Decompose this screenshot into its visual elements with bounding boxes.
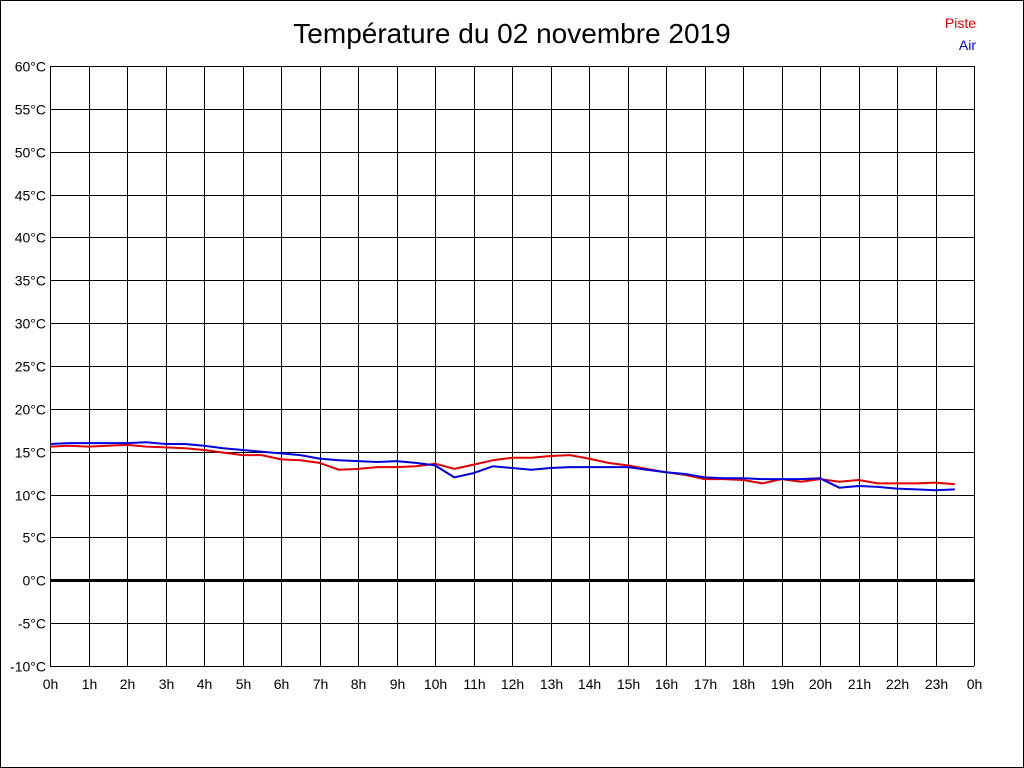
- x-tick-label: 19h: [771, 676, 794, 692]
- y-tick-label: 0°C: [23, 573, 47, 589]
- y-tick-label: 30°C: [15, 316, 46, 332]
- legend-entry-air: Air: [958, 37, 976, 53]
- x-tick-label: 0h: [43, 676, 59, 692]
- y-tick-label: 45°C: [15, 188, 46, 204]
- grid: [50, 66, 975, 667]
- x-tick-label: 13h: [540, 676, 563, 692]
- y-tick-label: 20°C: [15, 402, 46, 418]
- x-tick-label: 20h: [809, 676, 832, 692]
- y-tick-label: 25°C: [15, 359, 46, 375]
- x-tick-label: 16h: [655, 676, 678, 692]
- x-tick-label: 9h: [390, 676, 406, 692]
- x-tick-label: 21h: [848, 676, 871, 692]
- x-tick-label: 12h: [501, 676, 524, 692]
- x-tick-label: 17h: [694, 676, 717, 692]
- series-layer: [49, 441, 955, 492]
- y-tick-label: 10°C: [15, 488, 46, 504]
- x-tick-label: 18h: [732, 676, 755, 692]
- legend-entry-piste: Piste: [944, 15, 976, 31]
- y-tick-label: 60°C: [15, 59, 46, 75]
- series-line-piste: [49, 443, 955, 486]
- x-tick-label: 2h: [120, 676, 136, 692]
- y-tick-label: 15°C: [15, 445, 46, 461]
- x-tick-label: 7h: [313, 676, 329, 692]
- series-line-air: [49, 441, 955, 492]
- x-tick-label: 22h: [886, 676, 909, 692]
- y-tick-label: -5°C: [18, 616, 46, 632]
- x-tick-label: 6h: [274, 676, 290, 692]
- x-tick-label: 4h: [197, 676, 213, 692]
- x-tick-label: 23h: [925, 676, 948, 692]
- x-tick-label: 5h: [236, 676, 252, 692]
- y-tick-label: 50°C: [15, 145, 46, 161]
- x-tick-label: 0h: [967, 676, 983, 692]
- x-tick-label: 3h: [159, 676, 175, 692]
- x-tick-label: 10h: [424, 676, 447, 692]
- y-tick-label: 40°C: [15, 230, 46, 246]
- legend: Piste Air: [945, 12, 976, 56]
- x-tick-label: 1h: [82, 676, 98, 692]
- x-tick-label: 14h: [578, 676, 601, 692]
- y-tick-label: 5°C: [23, 530, 47, 546]
- y-tick-label: 35°C: [15, 273, 46, 289]
- x-tick-label: 15h: [617, 676, 640, 692]
- y-tick-label: 55°C: [15, 102, 46, 118]
- chart-title: Température du 02 novembre 2019: [293, 18, 731, 49]
- y-tick-label: -10°C: [10, 659, 46, 675]
- x-tick-label: 11h: [463, 676, 485, 692]
- x-axis-ticks: 0h 1h 2h 3h 4h 5h 6h 7h 8h 9h 10h 11h 12h 13h 14h 15h 16…: [43, 676, 983, 692]
- y-axis-ticks: 60°C 55°C 50°C 45°C 40°C 35°C 30°C 25°C 20°C 15°C…: [10, 59, 46, 675]
- x-tick-label: 8h: [351, 676, 367, 692]
